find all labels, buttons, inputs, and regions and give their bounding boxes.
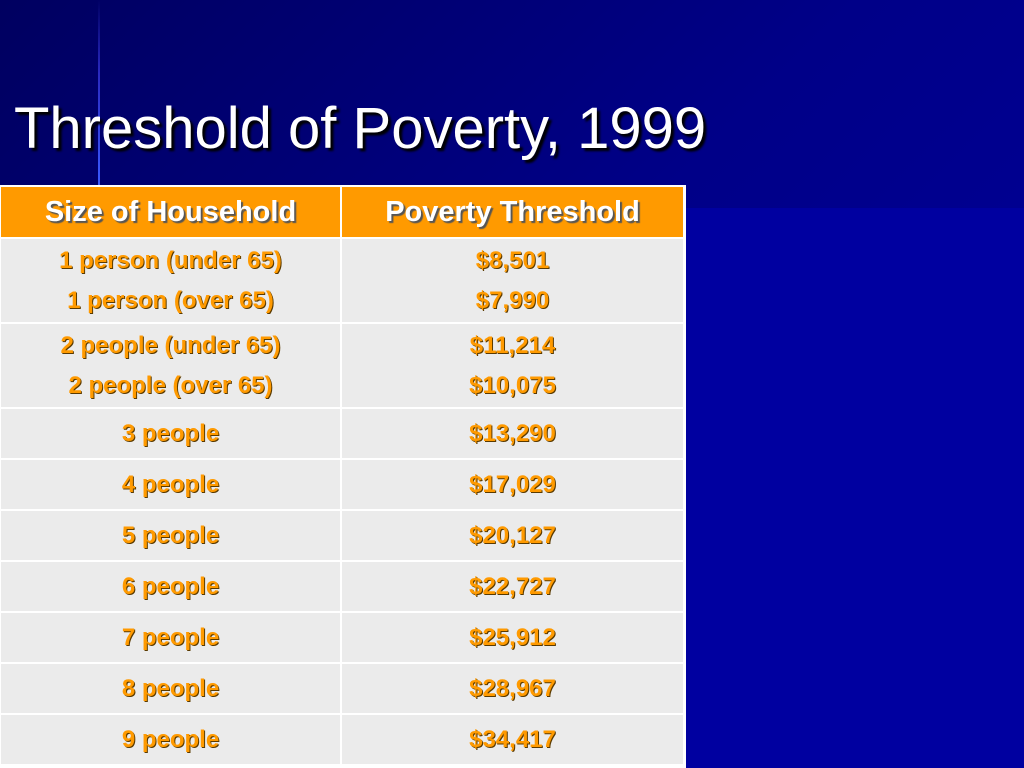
threshold-cell: $34,417 [341, 713, 683, 764]
household-size-cell: 9 people [1, 713, 342, 764]
table-row: 3 people $13,290 [1, 407, 683, 459]
household-size-cell: 7 people [1, 611, 342, 663]
household-size-line: 1 person (under 65) [59, 246, 282, 274]
header-poverty-threshold: Poverty Threshold [341, 187, 683, 238]
table-row: 7 people $25,912 [1, 611, 683, 663]
threshold-cell: $11,214 $10,075 [341, 322, 683, 408]
title-accent-line [98, 0, 100, 186]
table-row: 1 person (under 65) 1 person (over 65) $… [1, 237, 683, 323]
household-size-cell: 6 people [1, 560, 342, 612]
table-header-row: Size of Household Poverty Threshold [1, 187, 683, 238]
threshold-cell: $17,029 [341, 458, 683, 510]
household-size-cell: 2 people (under 65) 2 people (over 65) [1, 322, 342, 408]
household-size-line: 2 people (over 65) [68, 371, 273, 399]
threshold-cell: $25,912 [341, 611, 683, 663]
household-size-cell: 1 person (under 65) 1 person (over 65) [1, 237, 342, 323]
threshold-cell: $13,290 [341, 407, 683, 459]
table-row: 5 people $20,127 [1, 509, 683, 561]
household-size-cell: 3 people [1, 407, 342, 459]
table-row: 9 people $34,417 [1, 713, 683, 764]
threshold-cell: $20,127 [341, 509, 683, 561]
table-row: 2 people (under 65) 2 people (over 65) $… [1, 322, 683, 408]
poverty-table-container: Size of Household Poverty Threshold 1 pe… [0, 185, 686, 768]
household-size-line: 1 person (over 65) [67, 286, 274, 314]
slide-title: Threshold of Poverty, 1999 [14, 96, 707, 161]
header-size-of-household: Size of Household [1, 187, 342, 238]
household-size-cell: 8 people [1, 662, 342, 714]
household-size-line: 2 people (under 65) [60, 331, 281, 359]
title-band [0, 0, 1024, 208]
poverty-threshold-table: Size of Household Poverty Threshold 1 pe… [1, 187, 683, 764]
threshold-value: $10,075 [469, 371, 556, 399]
table-row: 6 people $22,727 [1, 560, 683, 612]
threshold-cell: $28,967 [341, 662, 683, 714]
household-size-cell: 5 people [1, 509, 342, 561]
threshold-cell: $22,727 [341, 560, 683, 612]
threshold-value: $11,214 [469, 331, 556, 359]
threshold-value: $7,990 [475, 286, 550, 314]
table-row: 4 people $17,029 [1, 458, 683, 510]
table-row: 8 people $28,967 [1, 662, 683, 714]
household-size-cell: 4 people [1, 458, 342, 510]
threshold-cell: $8,501 $7,990 [341, 237, 683, 323]
threshold-value: $8,501 [475, 246, 550, 274]
